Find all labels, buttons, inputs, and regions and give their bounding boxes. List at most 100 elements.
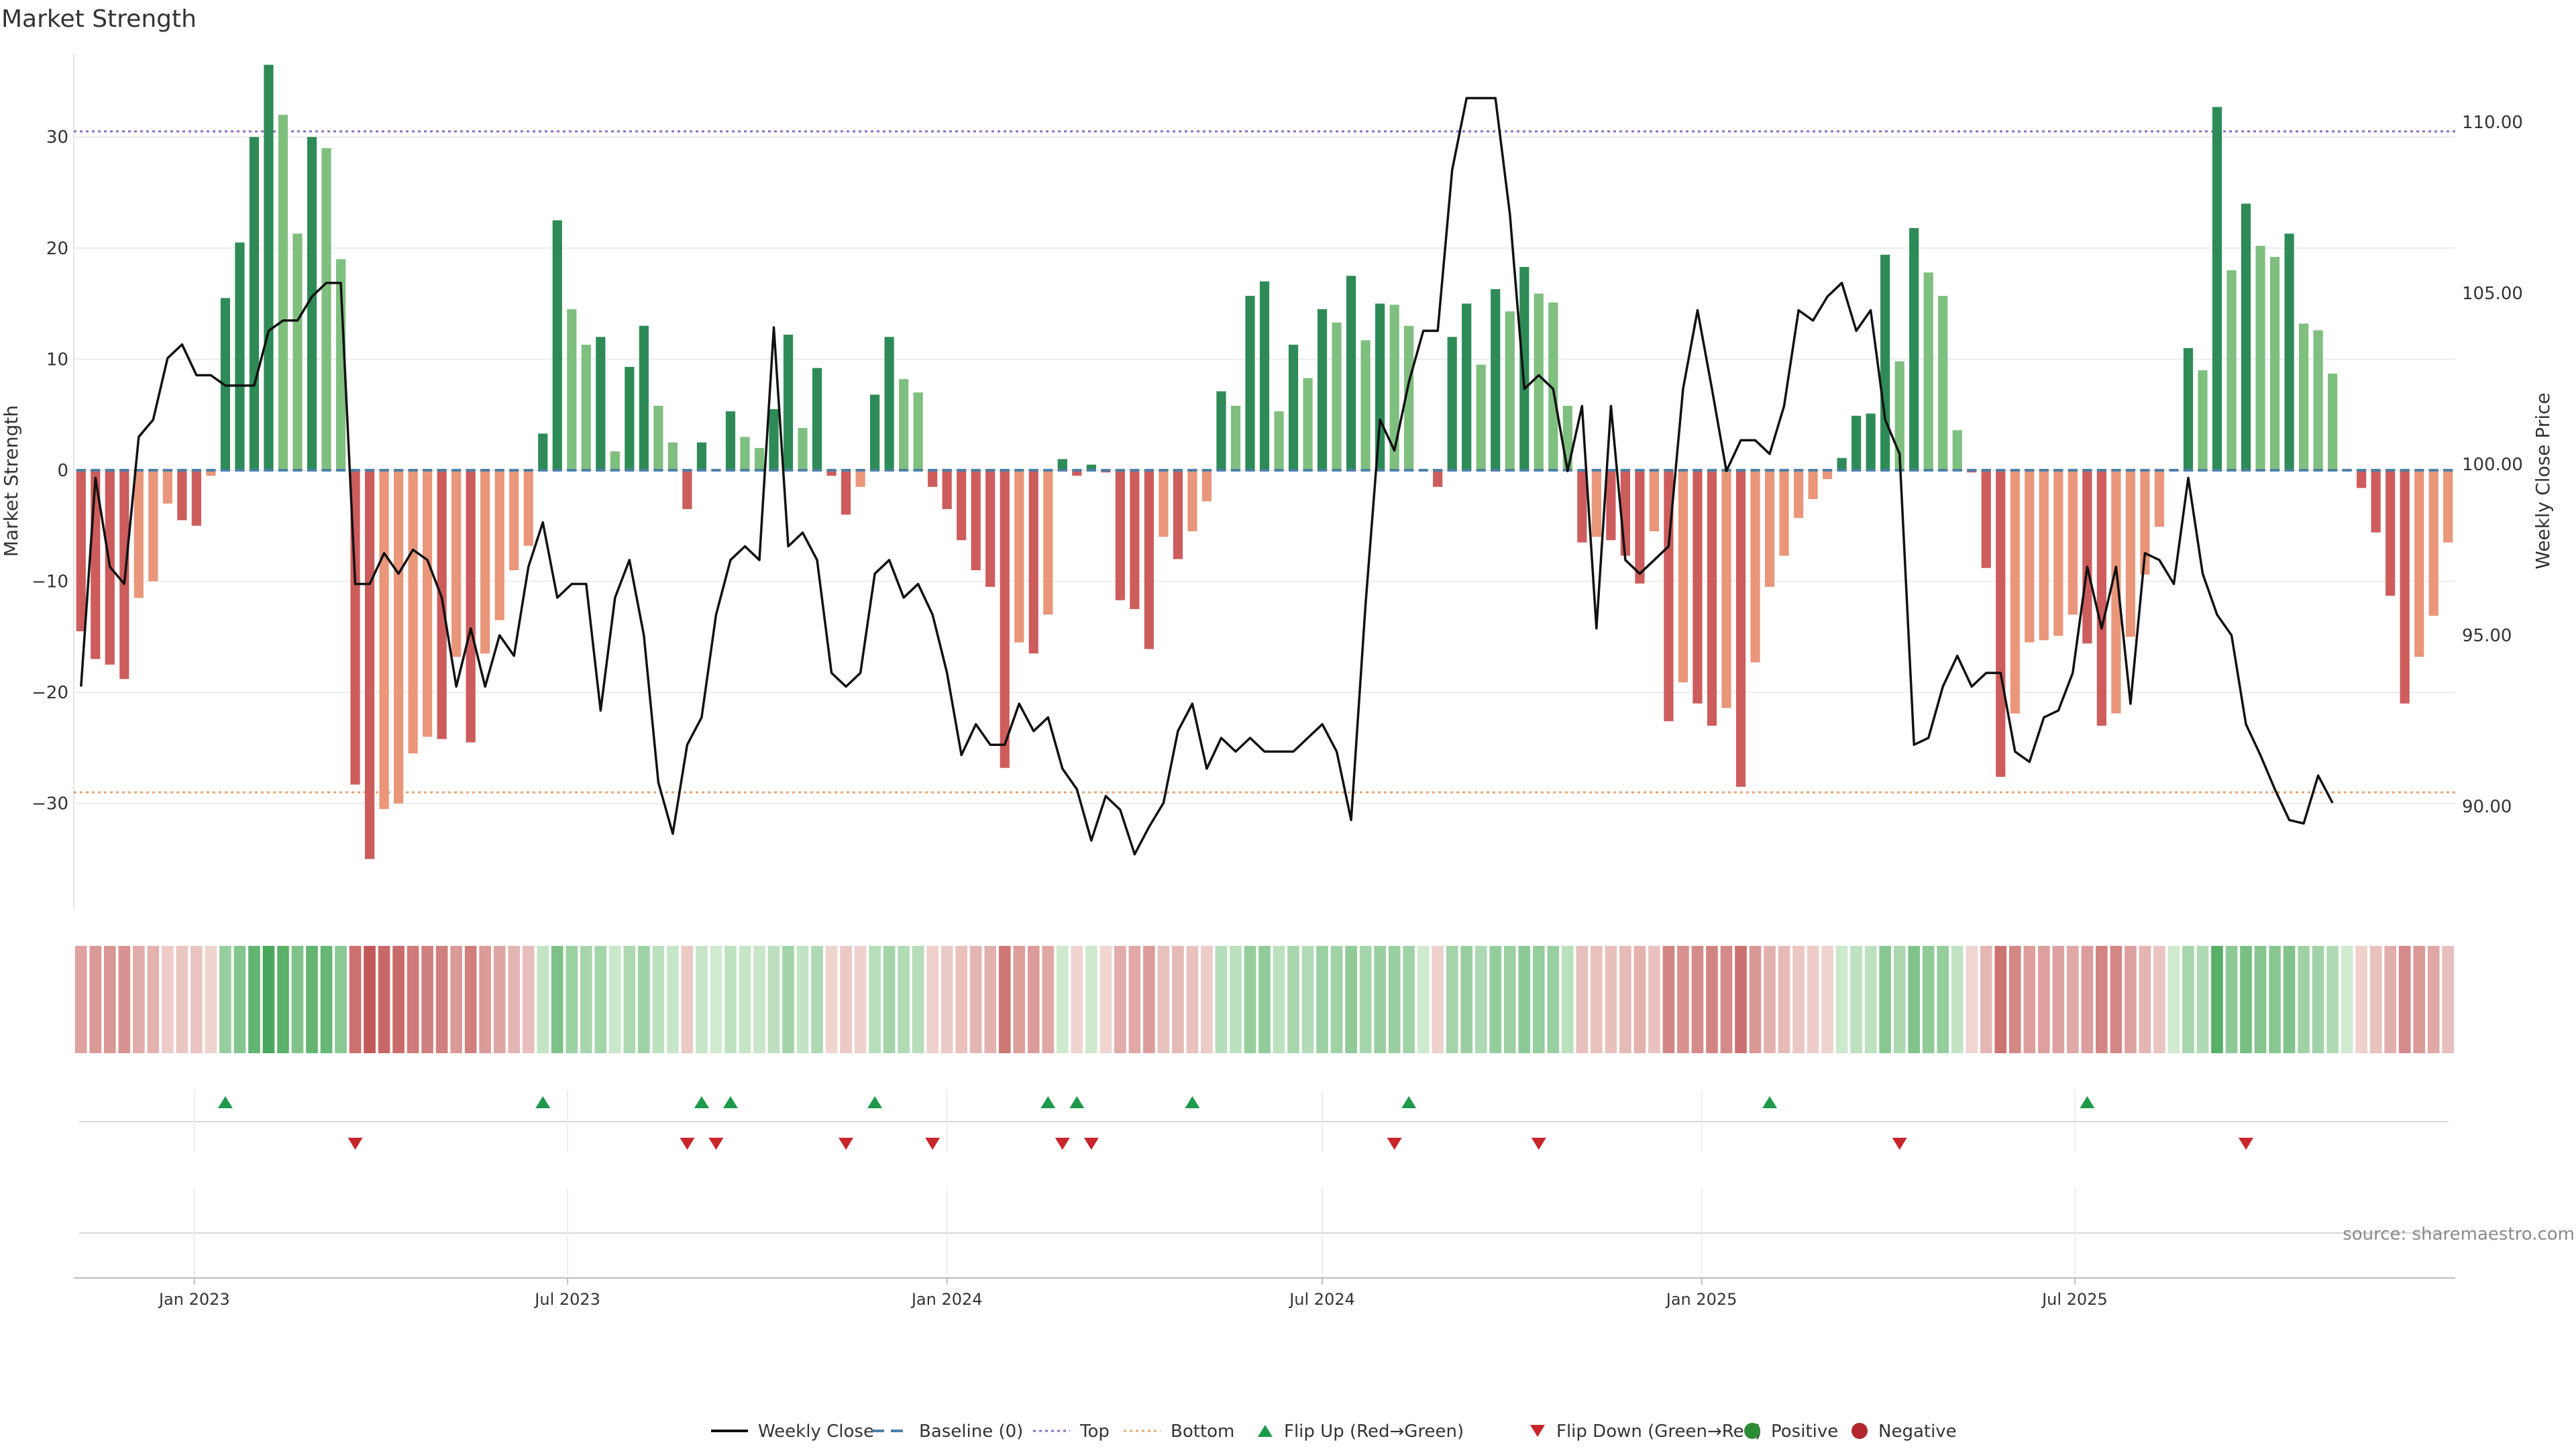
strength-bar: [423, 470, 433, 737]
legend-label: Negative: [1878, 1421, 1957, 1442]
left-tick-label: 30: [46, 127, 68, 148]
strength-bar: [1505, 311, 1515, 470]
left-tick-label: 10: [46, 350, 68, 370]
heat-cell: [1143, 946, 1155, 1053]
heat-cell: [262, 946, 275, 1053]
heat-cell: [1157, 946, 1170, 1053]
heat-cell: [753, 946, 765, 1053]
heat-cell: [2413, 946, 2426, 1053]
heat-cell: [1446, 946, 1458, 1053]
heat-cell: [176, 946, 189, 1053]
strength-bar: [740, 437, 750, 470]
heat-cell: [191, 946, 203, 1053]
heat-cell: [306, 946, 318, 1053]
heat-cell: [2442, 946, 2455, 1053]
heat-cell: [407, 946, 419, 1053]
right-axis: 110.00 105.00 100.00 95.00 90.00: [2462, 113, 2523, 817]
strength-bar: [1491, 289, 1501, 470]
strength-bar: [76, 470, 86, 632]
heat-cell: [2269, 946, 2281, 1053]
strength-bar: [1519, 266, 1529, 470]
heat-cell: [1244, 946, 1256, 1053]
heat-cell: [2312, 946, 2324, 1053]
x-tick-label: Jan 2024: [910, 1290, 983, 1309]
legend-circle-icon: [1744, 1423, 1760, 1439]
heat-cell: [984, 946, 997, 1053]
strength-bar: [2414, 470, 2424, 657]
heat-cell: [1706, 946, 1718, 1053]
heat-cell: [2096, 946, 2108, 1053]
strength-bar: [1230, 405, 1241, 470]
heat-cell: [2008, 946, 2021, 1053]
strength-bar: [264, 64, 274, 470]
heat-cell: [364, 946, 376, 1053]
heat-cell: [2110, 946, 2123, 1053]
left-tick-label: 20: [46, 239, 68, 259]
strength-bar: [1693, 470, 1703, 704]
heat-cell: [2341, 946, 2353, 1053]
strength-bar: [1591, 470, 1601, 537]
heat-cell: [1749, 946, 1762, 1053]
flip-down-marker: [2239, 1138, 2254, 1150]
heat-cell: [1922, 946, 1935, 1053]
strength-bar: [1952, 430, 1962, 470]
heat-cell: [1720, 946, 1733, 1053]
strength-bar: [913, 392, 923, 470]
strength-bar: [1028, 470, 1038, 654]
heat-cell: [1230, 946, 1242, 1053]
heat-cell: [1821, 946, 1833, 1053]
strength-bar: [2284, 233, 2294, 470]
strength-bar: [1043, 470, 1053, 615]
heat-cell: [1691, 946, 1704, 1053]
heat-cell: [537, 946, 549, 1053]
strength-bar: [2443, 470, 2453, 543]
left-axis-label: Market Strength: [0, 405, 22, 557]
strength-bar: [509, 470, 519, 570]
heat-cell: [2023, 946, 2036, 1053]
right-tick-label: 105.00: [2462, 284, 2523, 304]
strength-bar: [1245, 295, 1255, 470]
strength-bar: [567, 309, 577, 470]
strength-bar: [625, 366, 635, 470]
strength-bar: [1764, 470, 1775, 587]
heat-cell: [1128, 946, 1141, 1053]
heat-cell: [1172, 946, 1184, 1053]
heat-cell: [811, 946, 823, 1053]
strength-bar: [1072, 470, 1082, 476]
right-tick-label: 90.00: [2462, 797, 2512, 817]
heat-cell: [2225, 946, 2238, 1053]
heat-cell: [2254, 946, 2267, 1053]
heat-cell: [1316, 946, 1328, 1053]
right-tick-label: 110.00: [2462, 113, 2523, 133]
strength-bar: [364, 470, 375, 859]
strength-bar: [1288, 344, 1299, 470]
strength-bar: [2082, 470, 2092, 644]
heat-cell: [2211, 946, 2223, 1053]
heat-cell: [1432, 946, 1444, 1053]
heat-cell: [233, 946, 246, 1053]
heat-cell: [796, 946, 809, 1053]
heat-cell: [2384, 946, 2397, 1053]
strength-bar: [2068, 470, 2078, 615]
heat-cell: [1735, 946, 1747, 1053]
strength-bar: [610, 451, 620, 470]
strength-bar: [985, 470, 996, 587]
heat-cell: [912, 946, 924, 1053]
strength-bar: [1201, 470, 1212, 502]
strength-bar: [2010, 470, 2020, 714]
strength-bar: [942, 470, 952, 509]
strength-bar: [1462, 303, 1472, 470]
strength-bar: [1649, 470, 1660, 532]
flip-up-marker: [1185, 1096, 1200, 1108]
strength-bar: [2328, 373, 2338, 470]
strength-bar: [1880, 254, 1890, 470]
heat-cell: [623, 946, 636, 1053]
heat-cell: [638, 946, 650, 1053]
flip-up-marker: [1040, 1096, 1056, 1108]
strength-bar: [1909, 227, 1919, 470]
heat-cell: [435, 946, 448, 1053]
legend-label: Baseline (0): [919, 1421, 1023, 1442]
strength-bar: [278, 115, 288, 470]
flip-up-marker: [722, 1096, 738, 1108]
strength-bar: [725, 411, 736, 470]
